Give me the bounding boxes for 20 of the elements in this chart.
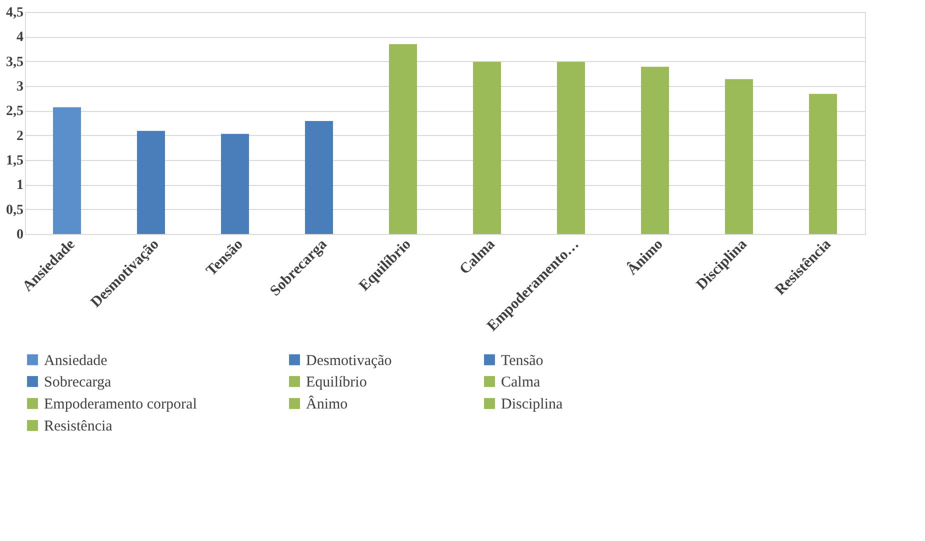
legend-label: Ânimo <box>306 396 348 412</box>
y-tick-label: 2,5 <box>6 104 24 120</box>
y-tick-label: 4 <box>16 30 24 46</box>
y-tick-label: 1 <box>16 178 24 194</box>
legend-label: Ansiedade <box>44 352 108 369</box>
y-tick-label: 4,5 <box>6 6 24 20</box>
legend-label: Sobrecarga <box>44 374 112 390</box>
y-tick-label: 0 <box>16 228 24 242</box>
legend-label: Desmotivação <box>306 352 392 369</box>
y-tick-label: 2 <box>16 128 24 144</box>
legend-label: Equilíbrio <box>306 374 367 390</box>
y-tick-label: 3 <box>16 80 24 94</box>
y-tick-label: 0,5 <box>6 202 24 218</box>
legend-label: Resistência <box>44 418 113 434</box>
legend-label: Disciplina <box>501 396 563 412</box>
y-tick-label: 1,5 <box>6 154 24 168</box>
legend-label: Empoderamento corporal <box>44 396 197 412</box>
legend-label: Calma <box>501 374 540 390</box>
y-tick-label: 3,5 <box>6 54 24 70</box>
legend-label: Tensão <box>501 352 544 369</box>
